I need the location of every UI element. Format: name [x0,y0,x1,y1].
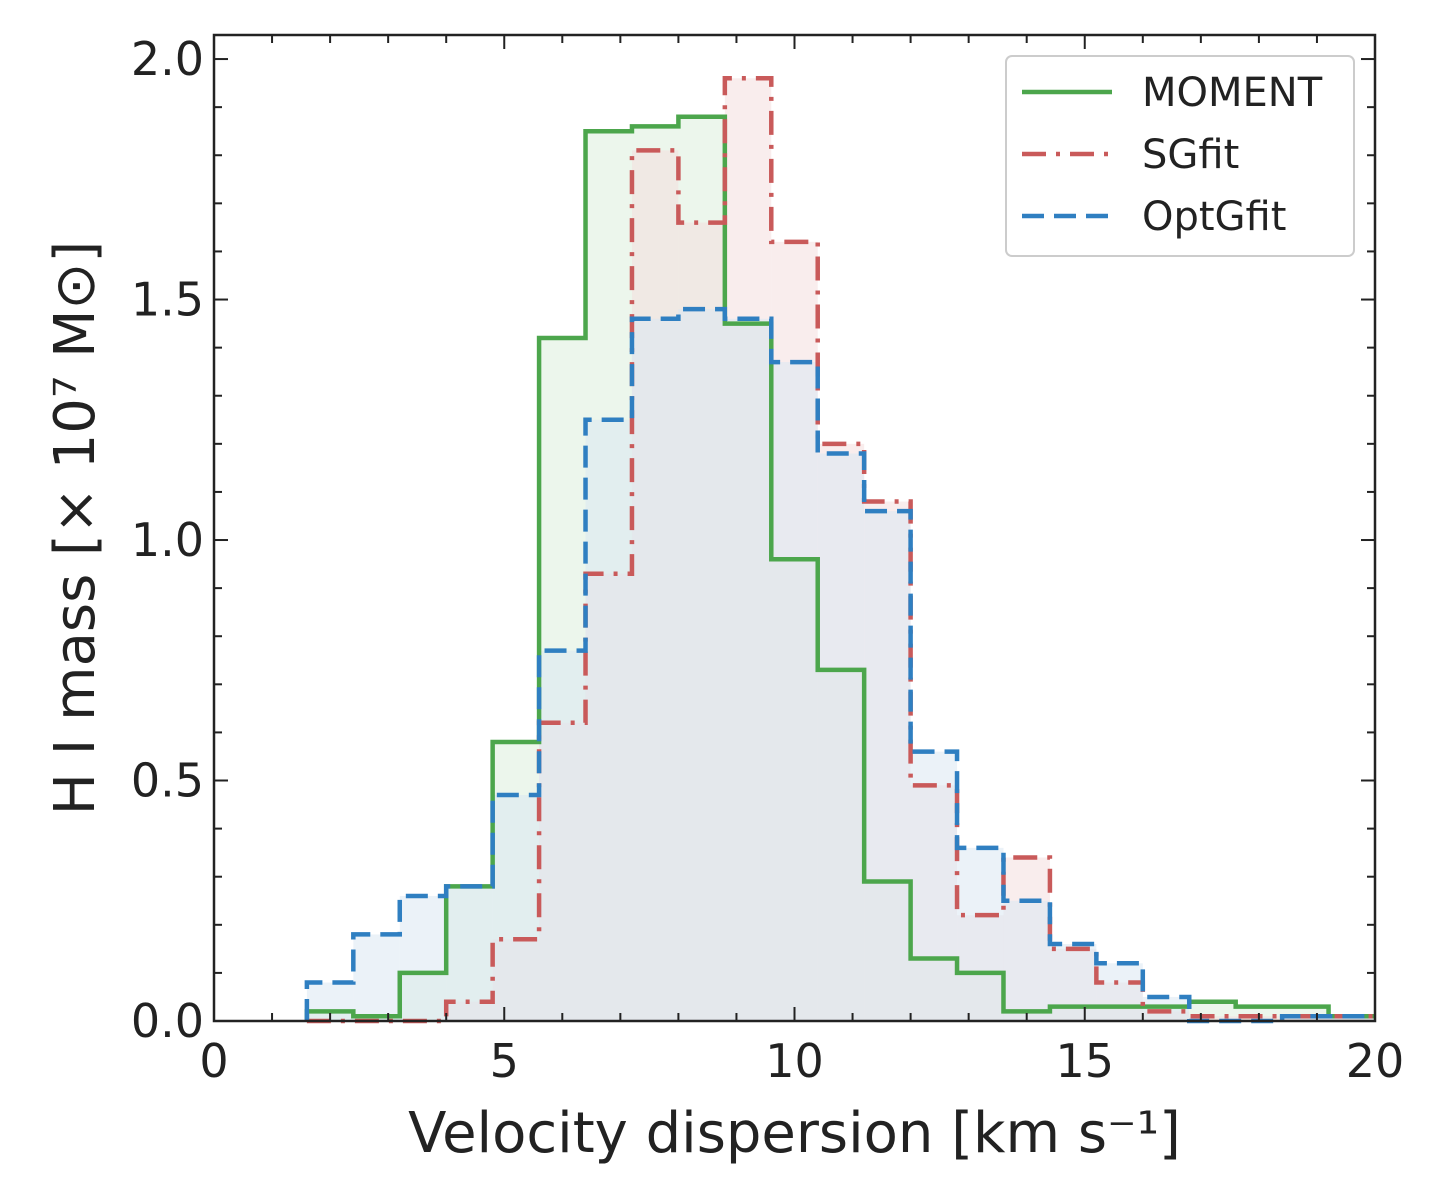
bar-optgfit-15 [1003,900,1050,1021]
fill-group-optgfit [306,309,1375,1021]
step-line-sgfit [306,76,1375,1024]
y-tick-label: 1.0 [131,513,204,567]
x-tick-label: 20 [1346,1034,1405,1088]
x-tick-label: 0 [199,1034,228,1088]
bar-optgfit-8 [678,309,725,1021]
legend-label-moment: MOMENT [1142,70,1323,116]
bar-optgfit-9 [724,318,772,1021]
histogram-fills [306,78,1375,1022]
bar-optgfit-22 [1328,1016,1375,1021]
bar-optgfit-7 [631,318,679,1021]
bar-optgfit-17 [1096,963,1143,1021]
histogram-lines [304,76,1375,1024]
bar-optgfit-1 [353,934,400,1021]
bar-optgfit-11 [817,453,865,1021]
axis-ticks [213,35,1376,1022]
bar-sgfit-19 [1189,1016,1236,1021]
bar-optgfit-6 [585,419,632,1021]
bar-optgfit-18 [1142,996,1190,1021]
bar-optgfit-3 [446,886,493,1021]
bar-optgfit-5 [539,650,586,1021]
x-tick-label: 5 [490,1034,519,1088]
bar-optgfit-4 [492,794,540,1021]
y-tick-label: 0.0 [131,994,204,1048]
step-line-moment [304,114,1375,1021]
y-tick-label: 2.0 [131,32,204,86]
bar-optgfit-13 [910,751,958,1021]
y-axis-label: H I mass [× 10⁷ M⊙] [43,241,108,815]
bar-optgfit-14 [957,847,1004,1021]
x-tick-label: 15 [1055,1034,1114,1088]
legend-label-sgfit: SGfit [1142,132,1239,178]
x-axis-label: Velocity dispersion [km s⁻¹] [408,1101,1181,1166]
bar-optgfit-12 [864,511,911,1021]
tick-labels: 0 5 10 15 20 0.0 0.5 1.0 1.5 2.0 [131,32,1404,1088]
legend: MOMENT SGfit OptGfit [1005,55,1355,257]
bar-optgfit-2 [399,895,447,1021]
y-tick-label: 1.5 [131,273,204,327]
y-tick-label: 0.5 [131,754,204,808]
bar-optgfit-16 [1049,944,1097,1021]
bar-optgfit-10 [771,362,818,1021]
legend-label-optgfit: OptGfit [1142,194,1286,240]
bar-optgfit-21 [1282,1016,1329,1021]
legend-box [1005,55,1355,257]
step-line-optgfit [304,306,1375,1024]
x-tick-label: 10 [765,1034,824,1088]
